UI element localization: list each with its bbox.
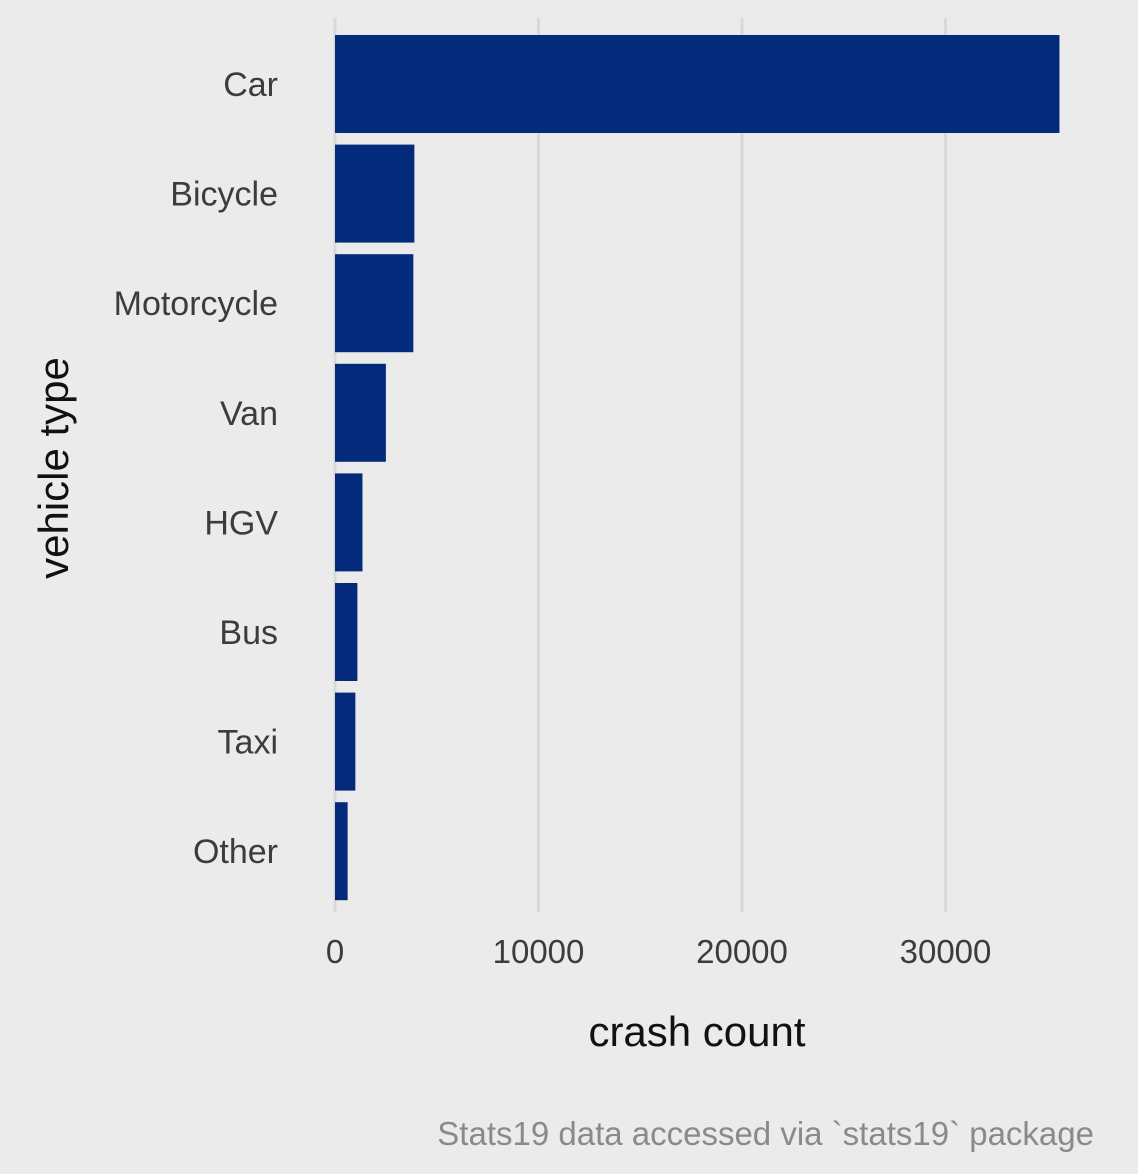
x-tick-label-3: 30000 xyxy=(900,933,992,970)
y-tick-label-taxi: Taxi xyxy=(218,724,278,762)
y-tick-label-other: Other xyxy=(193,833,278,871)
bars xyxy=(335,35,1060,901)
x-tick-label-1: 10000 xyxy=(493,933,585,970)
bar-car xyxy=(335,35,1060,133)
x-tick-labels: 0 10000 20000 30000 xyxy=(326,933,992,970)
y-tick-label-van: Van xyxy=(220,395,278,433)
y-tick-label-bus: Bus xyxy=(219,614,278,652)
bar-van xyxy=(335,363,386,462)
bar-other xyxy=(335,802,348,901)
chart-caption: Stats19 data accessed via `stats19` pack… xyxy=(437,1115,1094,1152)
y-tick-label-motorcycle: Motorcycle xyxy=(114,285,278,323)
bar-hgv xyxy=(335,473,363,572)
bar-bus xyxy=(335,583,358,681)
y-tick-labels: Car Bicycle Motorcycle Van HGV Bus Taxi Other xyxy=(114,66,279,871)
bar-bicycle xyxy=(335,144,415,243)
bar-taxi xyxy=(335,692,356,791)
y-tick-label-bicycle: Bicycle xyxy=(170,176,278,214)
y-tick-label-hgv: HGV xyxy=(204,504,278,542)
x-tick-label-0: 0 xyxy=(326,933,344,970)
bar-motorcycle xyxy=(335,254,414,353)
y-axis-title: vehicle type xyxy=(30,357,77,579)
y-tick-label-car: Car xyxy=(223,66,278,104)
x-tick-label-2: 20000 xyxy=(696,933,788,970)
x-axis-title: crash count xyxy=(588,1008,805,1055)
